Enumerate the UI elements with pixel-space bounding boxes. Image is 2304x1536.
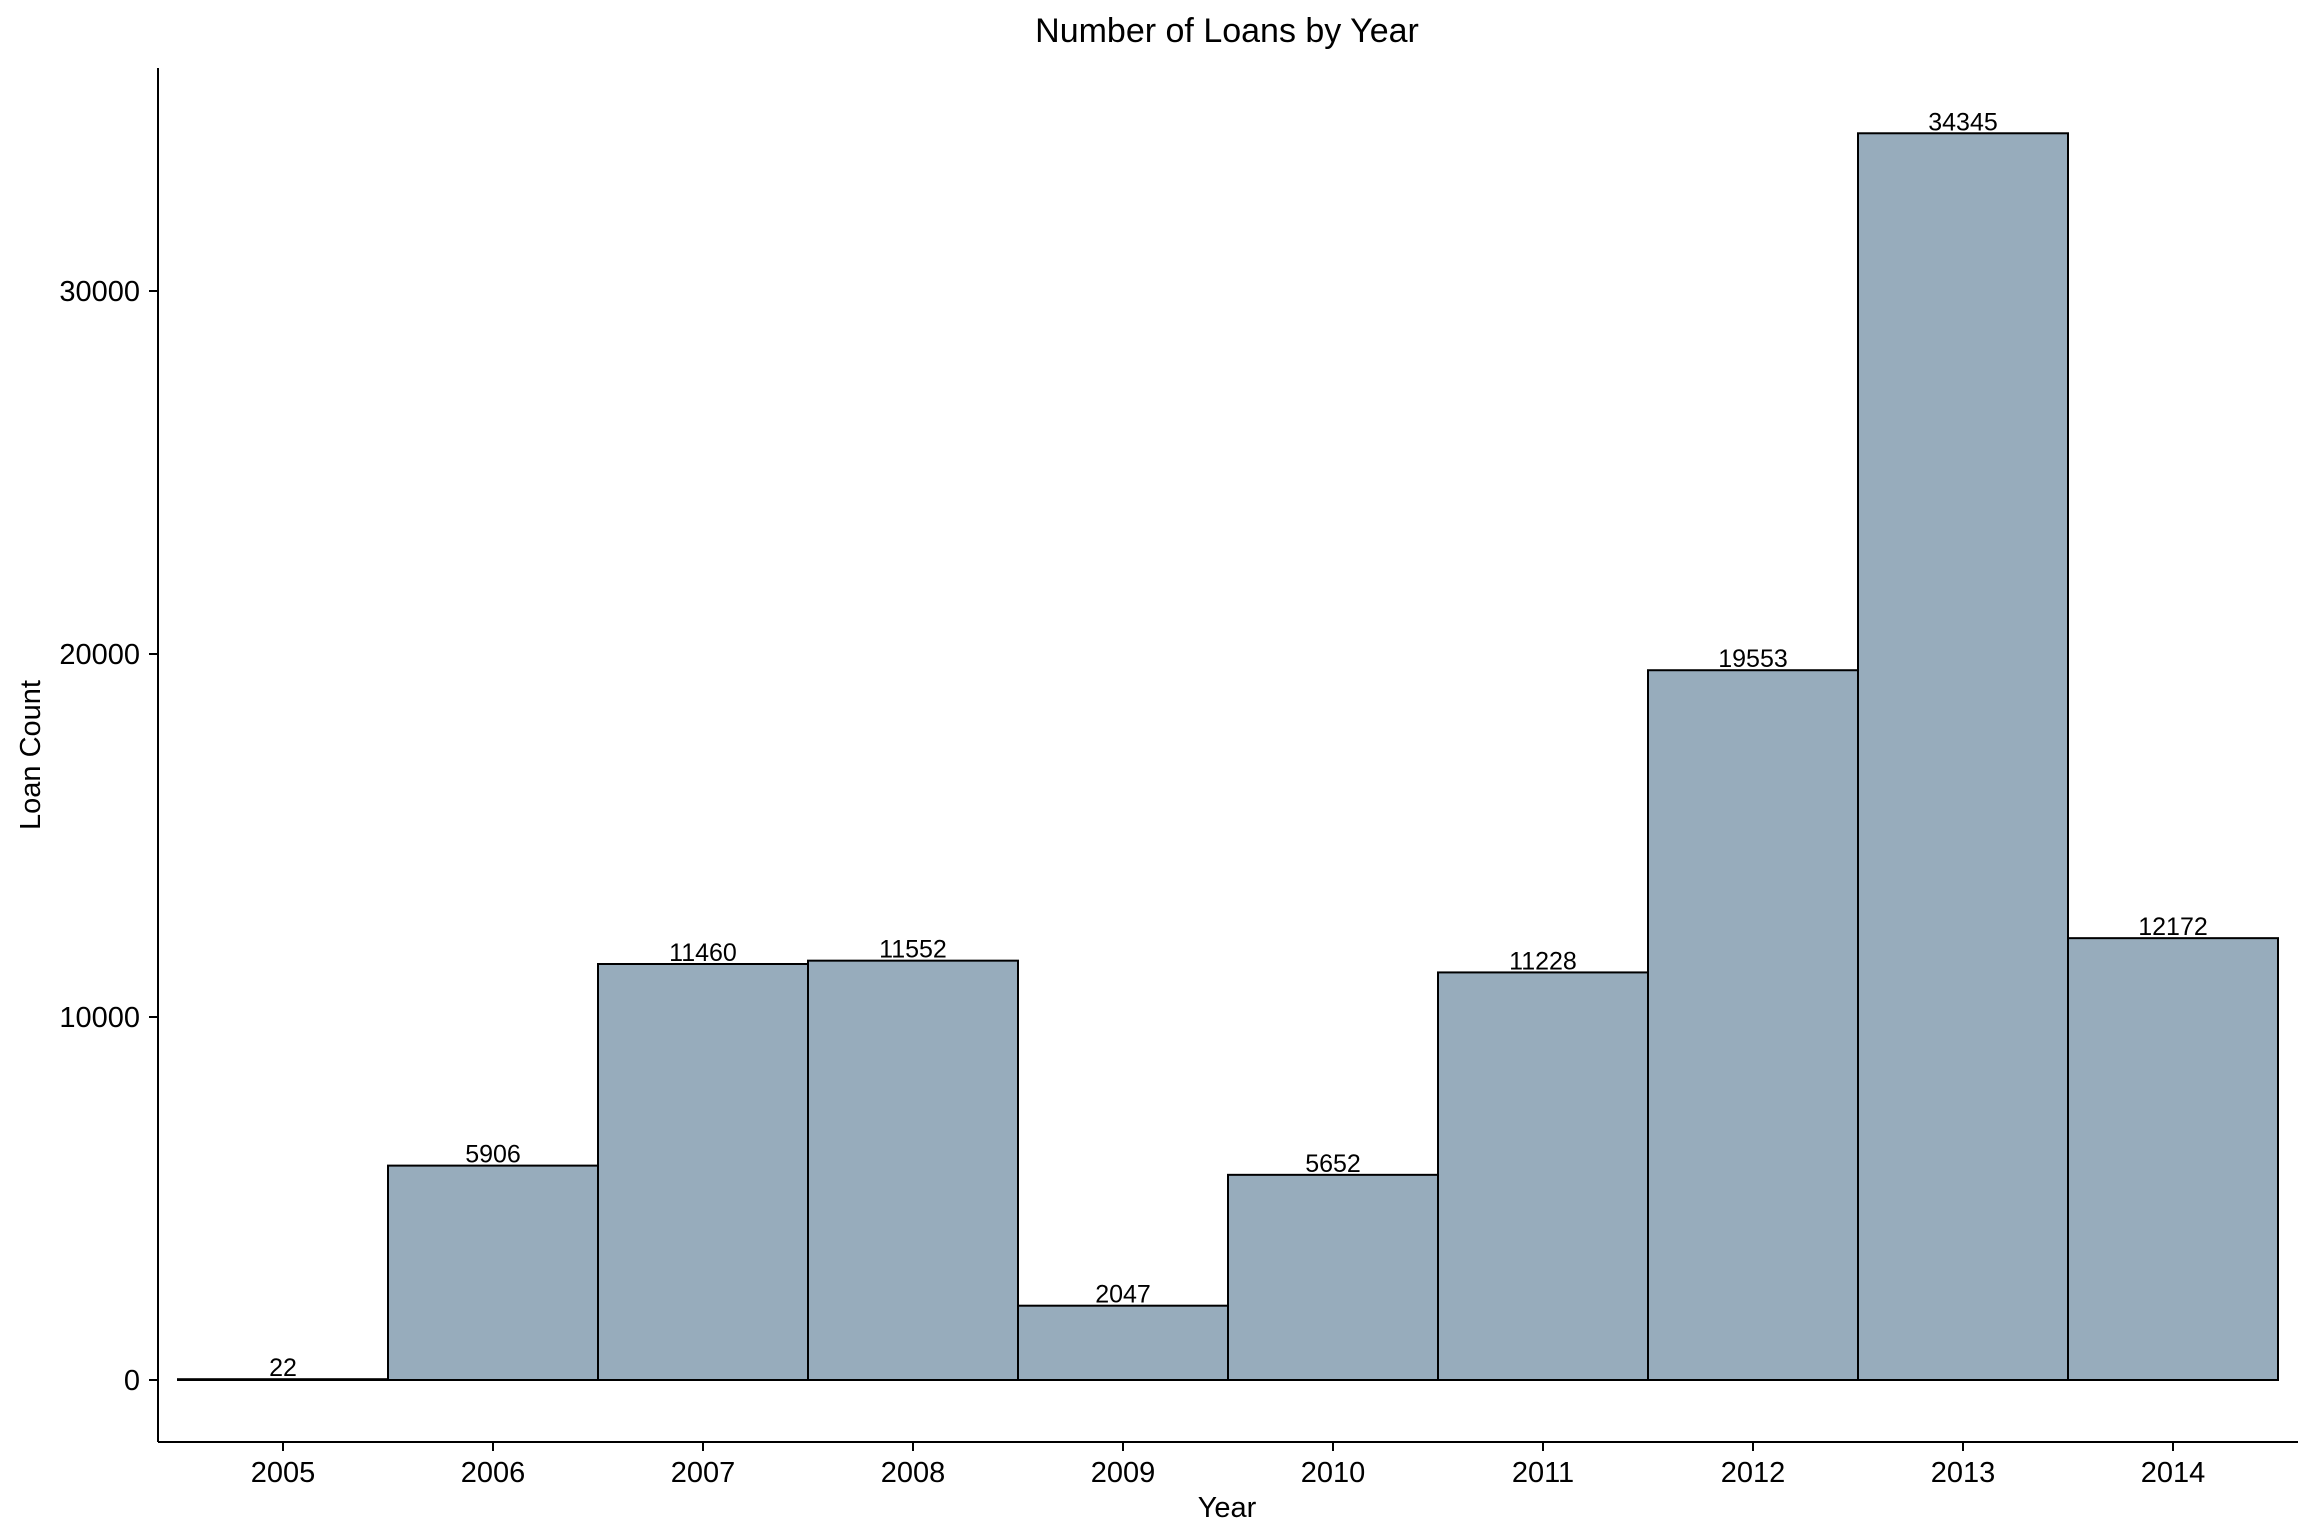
data-label-2012: 19553 xyxy=(1718,645,1788,673)
data-label-2010: 5652 xyxy=(1305,1150,1361,1178)
y-tick-label-20000: 20000 xyxy=(59,639,140,671)
bars-group xyxy=(177,132,2279,1382)
x-tick-label-2009: 2009 xyxy=(1091,1457,1156,1489)
y-ticks-group: 0 10000 20000 30000 xyxy=(59,276,158,1397)
data-label-2006: 5906 xyxy=(465,1141,521,1169)
x-axis-label: Year xyxy=(1198,1492,1257,1524)
data-label-2014: 12172 xyxy=(2138,913,2208,941)
x-tick-label-2012: 2012 xyxy=(1721,1457,1786,1489)
bar-2013 xyxy=(1857,132,2069,1382)
bar-2007 xyxy=(597,963,809,1381)
bar-2011 xyxy=(1437,971,1649,1381)
bar-2006 xyxy=(387,1164,599,1381)
data-labels-group: 22 5906 11460 11552 2047 5652 11228 19553 34345 1… xyxy=(269,108,2208,1382)
bar-2014 xyxy=(2067,937,2279,1381)
y-axis-label: Loan Count xyxy=(15,680,47,830)
x-tick-label-2010: 2010 xyxy=(1301,1457,1366,1489)
x-tick-label-2006: 2006 xyxy=(461,1457,526,1489)
bar-2012 xyxy=(1647,669,1859,1381)
data-label-2009: 2047 xyxy=(1095,1281,1151,1309)
x-tick-label-2007: 2007 xyxy=(671,1457,736,1489)
data-label-2013: 34345 xyxy=(1928,108,1998,136)
x-ticks-group: 2005 2006 2007 2008 2009 2010 2011 2012 2013 2014 xyxy=(251,1442,2206,1489)
x-tick-label-2014: 2014 xyxy=(2141,1457,2206,1489)
data-label-2008: 11552 xyxy=(879,936,947,964)
y-tick-label-10000: 10000 xyxy=(59,1002,140,1034)
x-tick-label-2008: 2008 xyxy=(881,1457,946,1489)
bar-2008 xyxy=(807,959,1019,1381)
y-tick-label-0: 0 xyxy=(124,1365,140,1397)
x-tick-label-2011: 2011 xyxy=(1512,1457,1574,1489)
x-tick-label-2013: 2013 xyxy=(1931,1457,1996,1489)
bar-2010 xyxy=(1227,1173,1439,1381)
chart-title: Number of Loans by Year xyxy=(1035,12,1419,50)
y-tick-label-30000: 30000 xyxy=(59,276,140,308)
data-label-2007: 11460 xyxy=(669,939,737,967)
data-label-2005: 22 xyxy=(269,1354,297,1382)
x-tick-label-2005: 2005 xyxy=(251,1457,316,1489)
bar-2009 xyxy=(1017,1304,1229,1381)
data-label-2011: 11228 xyxy=(1509,947,1577,975)
